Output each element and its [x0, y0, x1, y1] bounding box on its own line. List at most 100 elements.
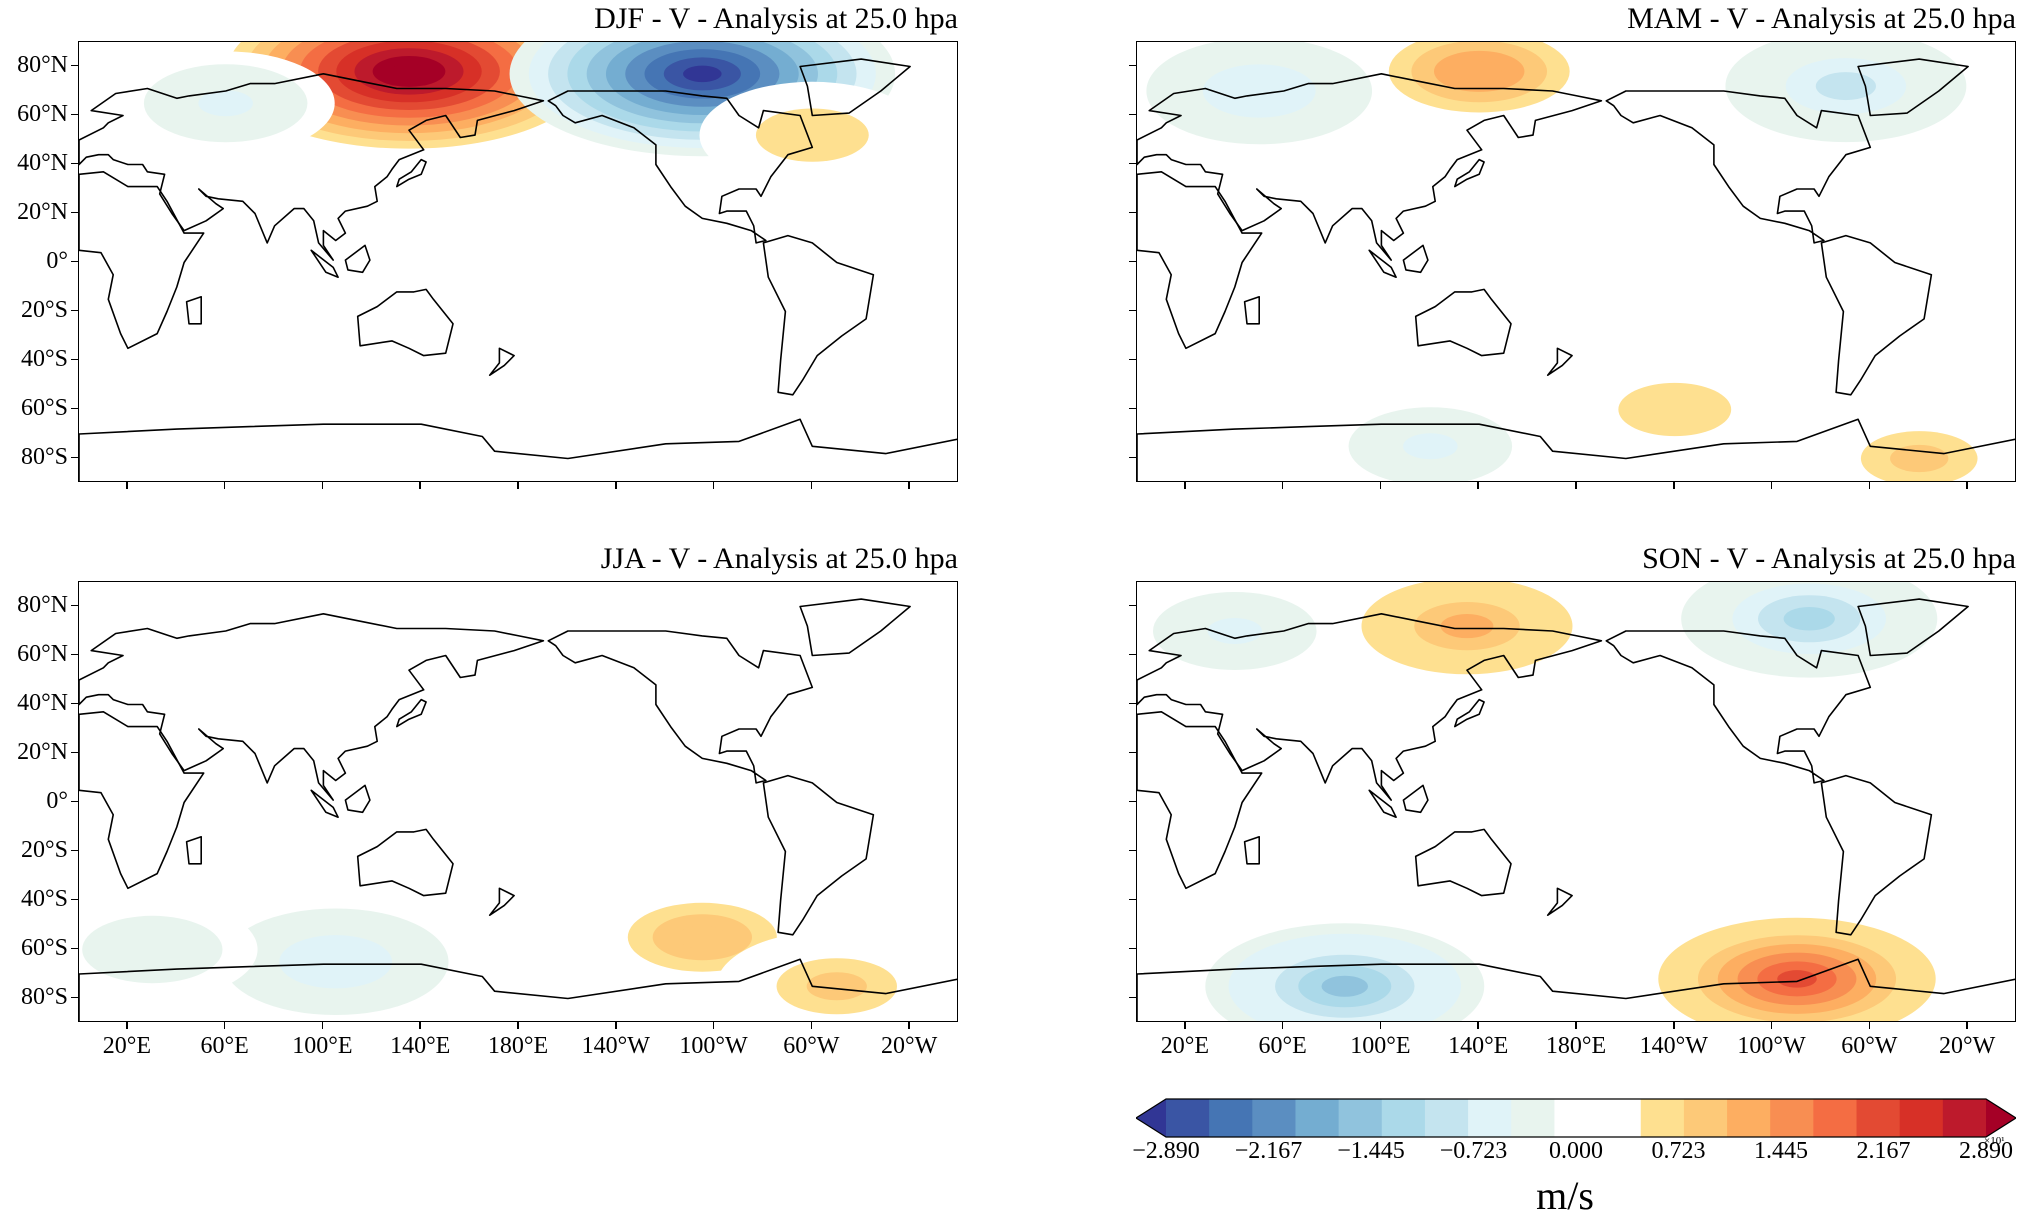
map-area [78, 41, 958, 482]
lat-label: 60°N [17, 100, 68, 127]
map-area [1136, 41, 2016, 482]
lon-label: 140°E [1448, 1033, 1509, 1059]
coastline [395, 158, 427, 188]
lat-tick [1129, 358, 1136, 361]
map-svg [1137, 582, 2015, 1021]
lat-tick [71, 947, 78, 950]
panel-title: MAM - V - Analysis at 25.0 hpa [1627, 2, 2016, 35]
contour-level [1815, 72, 1877, 101]
lon-tick [1281, 1022, 1284, 1029]
lat-tick [71, 898, 78, 901]
lat-label: 20°S [21, 296, 68, 323]
lat-tick [1129, 309, 1136, 312]
lon-tick [1184, 1022, 1186, 1029]
lat-tick [71, 751, 78, 754]
lon-tick [419, 482, 421, 489]
colorbar-segment [1381, 1099, 1426, 1137]
lon-label: 60°E [1258, 1033, 1307, 1059]
panel-title: SON - V - Analysis at 25.0 hpa [1642, 542, 2016, 575]
colorbar-outline [1136, 1098, 2016, 1138]
lon-tick [810, 1022, 813, 1029]
lon-tick [517, 482, 519, 489]
contour-level [1783, 606, 1835, 631]
lon-tick [1868, 482, 1871, 489]
coastline [547, 630, 814, 784]
lat-label: 40°N [17, 689, 68, 716]
lat-tick [1129, 751, 1136, 754]
coastline [1414, 828, 1512, 897]
coastline [79, 72, 545, 261]
coastline [1546, 347, 1573, 377]
coastline [1857, 58, 1969, 117]
lon-tick [321, 1022, 324, 1029]
contour-level [1456, 61, 1502, 82]
lon-tick [615, 482, 617, 489]
lat-tick [1129, 113, 1136, 116]
coastline [79, 171, 205, 350]
panel-mam: MAM - V - Analysis at 25.0 hpa [1129, 2, 2016, 489]
lon-label: 180°E [1545, 1033, 1607, 1059]
anomaly-son-3 [1638, 909, 1956, 1021]
lat-label: 80°N [17, 591, 68, 618]
contour-level [1440, 614, 1494, 639]
coastline [799, 58, 911, 117]
coastline [1546, 887, 1573, 917]
coastline [1368, 249, 1397, 278]
colorbar-segment [1899, 1099, 1944, 1137]
coastline [79, 612, 545, 801]
lon-tick [1868, 1022, 1871, 1029]
lat-tick [71, 702, 78, 705]
lat-tick [71, 358, 78, 361]
colorbar-segment [1166, 1099, 1210, 1137]
lon-tick [321, 482, 324, 489]
panel-title: DJF - V - Analysis at 25.0 hpa [594, 2, 958, 35]
lat-tick [1129, 800, 1136, 803]
contour-level [677, 925, 728, 949]
coastline [1820, 774, 1933, 936]
colorbar-segment [1597, 1099, 1642, 1137]
lat-label: 80°S [21, 443, 68, 470]
lon-label: 100°W [1737, 1033, 1806, 1059]
lat-tick [71, 113, 78, 116]
lon-label: 60°W [783, 1033, 840, 1059]
contour-level [683, 65, 722, 83]
colorbar-segment [1468, 1099, 1512, 1137]
coastline [344, 244, 371, 274]
map-area [78, 581, 958, 1022]
contour-level [784, 121, 841, 149]
lon-tick [1575, 482, 1577, 489]
contour-level [117, 932, 188, 967]
colorbar-segment [1424, 1099, 1469, 1137]
coastline [1820, 234, 1933, 396]
anomaly-son-4 [1205, 923, 1485, 1021]
contour-level [806, 972, 867, 1001]
coastline [1453, 158, 1485, 188]
lon-tick [126, 482, 128, 489]
lat-tick [71, 64, 78, 67]
lat-label: 20°N [17, 738, 68, 765]
colorbar-segment [1770, 1099, 1814, 1137]
anomaly-mam-5 [1321, 394, 1540, 481]
lon-tick [1379, 482, 1382, 489]
lon-tick [1673, 1022, 1675, 1029]
lat-tick [1129, 456, 1136, 459]
lon-tick [908, 1022, 910, 1029]
colorbar-tick-label: 2.890 [1959, 1138, 2013, 1164]
colorbar-tick-label: 0.000 [1549, 1138, 1603, 1164]
map-svg [1137, 42, 2015, 481]
lat-tick [71, 996, 78, 999]
lat-tick [1129, 407, 1136, 410]
lat-tick [71, 653, 78, 656]
anomaly-mam-1 [1725, 42, 1967, 143]
anomaly-jja-3 [79, 898, 258, 1001]
contour-level [1321, 975, 1369, 997]
coastline [1137, 171, 1263, 350]
lon-tick [1575, 1022, 1577, 1029]
panel-son: SON - V - Analysis at 25.0 hpa 20°E 60°E 1… [1129, 542, 2016, 1059]
colorbar-segment [1683, 1099, 1728, 1137]
lat-tick [71, 407, 78, 410]
lat-tick [71, 604, 78, 607]
lat-tick [1129, 64, 1136, 67]
colorbar-segment [1942, 1099, 1987, 1137]
lat-tick [71, 162, 78, 165]
